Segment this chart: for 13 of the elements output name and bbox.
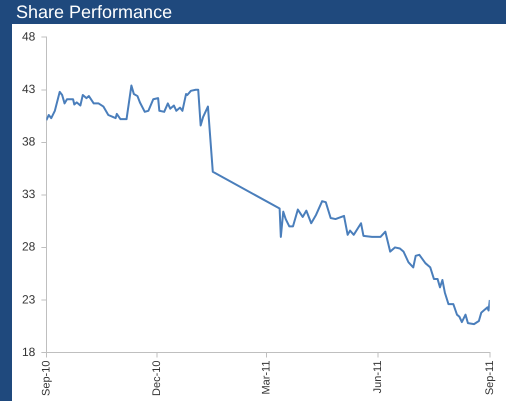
x-tick-label: Jun-11 [372,360,384,394]
x-tick-label: Dec-10 [150,360,163,396]
chart-title: Share Performance [16,1,172,24]
y-tick-label: 18 [22,344,36,359]
x-tick-label: Mar-11 [260,360,272,395]
y-tick-label: 43 [22,82,36,96]
y-tick-label: 33 [22,187,36,202]
x-tick-label: Sep-11 [484,360,496,396]
y-tick-label: 48 [22,30,36,44]
y-tick-label: 23 [22,292,36,306]
y-tick-label: 38 [22,134,36,149]
y-tick-label: 28 [22,240,36,254]
x-tick-label: Sep-10 [40,360,52,396]
